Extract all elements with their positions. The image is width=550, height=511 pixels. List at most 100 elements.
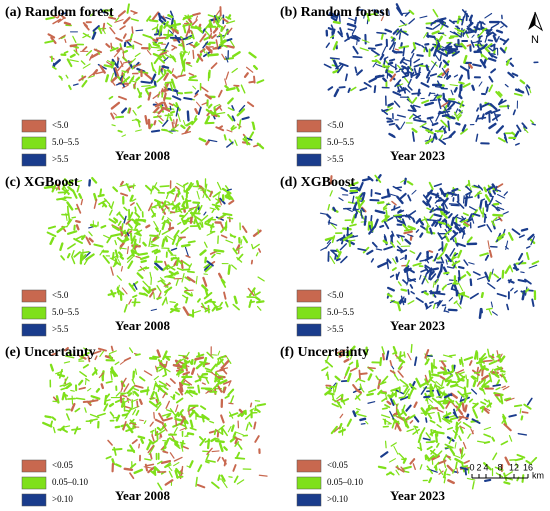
map-feature [428, 291, 439, 295]
scale-unit: km [532, 470, 544, 480]
map-feature [389, 73, 397, 82]
map-feature [516, 124, 522, 133]
map-feature [207, 304, 210, 314]
map-feature [499, 355, 506, 363]
map-feature [225, 16, 232, 20]
map-feature [460, 27, 463, 38]
map-feature [442, 199, 448, 210]
map-feature [187, 51, 191, 56]
map-feature [180, 124, 186, 130]
map-feature [151, 288, 157, 292]
map-feature [123, 467, 134, 471]
map-feature [381, 353, 385, 361]
map-feature [143, 370, 153, 376]
map-feature [463, 394, 469, 404]
map-feature [397, 209, 405, 214]
map-feature [461, 230, 466, 239]
map-feature [151, 434, 155, 442]
map-feature [227, 425, 232, 433]
map-feature [393, 445, 399, 455]
map-feature [491, 268, 494, 275]
map-feature [478, 207, 483, 215]
map-feature [82, 363, 89, 369]
map-feature [329, 255, 336, 265]
map-feature [487, 190, 492, 197]
map-feature [450, 204, 460, 207]
map-feature [429, 214, 434, 220]
map-feature [418, 67, 421, 73]
map-feature [338, 197, 344, 202]
map-feature [395, 256, 399, 263]
map-feature [203, 241, 208, 248]
map-feature [461, 402, 466, 412]
map-feature [346, 418, 352, 427]
map-feature [158, 229, 162, 236]
map-feature [478, 378, 486, 385]
map-feature [376, 31, 387, 35]
map-feature [487, 282, 496, 290]
map-feature [198, 436, 204, 441]
map-feature [188, 79, 199, 82]
map-feature [494, 466, 504, 471]
legend-swatch [21, 136, 47, 150]
map-feature [230, 124, 235, 130]
map-feature [108, 218, 117, 224]
map-feature [491, 311, 498, 316]
map-feature [482, 43, 488, 49]
map-feature [111, 251, 115, 260]
map-feature [171, 26, 175, 34]
map-feature [127, 222, 133, 229]
map-feature [221, 53, 226, 60]
map-feature [129, 422, 137, 426]
map-feature [161, 238, 166, 248]
map-feature [402, 47, 406, 57]
map-feature [339, 413, 344, 419]
map-feature [490, 68, 497, 74]
map-feature [383, 234, 387, 240]
map-feature [408, 18, 416, 25]
map-feature [185, 120, 194, 127]
map-feature [389, 300, 395, 304]
map-feature [325, 371, 329, 377]
map-feature [162, 417, 173, 422]
map-feature [430, 22, 433, 27]
map-feature [149, 397, 156, 400]
map-feature [324, 236, 335, 241]
map-feature [188, 460, 194, 469]
map-feature [177, 221, 182, 225]
map-feature [256, 79, 265, 84]
map-feature [328, 13, 337, 18]
map-feature [497, 137, 506, 143]
map-feature [153, 250, 161, 254]
map-feature [408, 278, 417, 282]
map-feature [91, 176, 98, 184]
map-feature [517, 278, 527, 283]
map-feature [329, 190, 333, 197]
map-feature [144, 463, 149, 472]
map-feature [463, 386, 467, 397]
map-feature [458, 282, 464, 292]
map-feature [106, 22, 113, 27]
map-feature [161, 92, 164, 98]
map-feature [430, 46, 435, 52]
map-feature [206, 447, 213, 456]
map-feature [381, 397, 388, 402]
map-feature [495, 200, 502, 205]
map-feature [173, 193, 178, 202]
map-feature [423, 216, 429, 226]
map-feature [429, 429, 437, 436]
map-feature [179, 52, 184, 63]
map-feature [162, 392, 167, 399]
map-feature [402, 457, 407, 464]
map-feature [411, 96, 418, 104]
map-feature [224, 394, 230, 399]
map-feature [419, 259, 426, 262]
map-feature [431, 30, 440, 35]
map-feature [155, 23, 159, 34]
map-feature [505, 397, 515, 402]
map-feature [411, 189, 417, 195]
legend-label: >5.5 [52, 324, 69, 334]
map-feature [464, 196, 474, 200]
map-feature [513, 404, 523, 408]
map-feature [332, 41, 338, 51]
